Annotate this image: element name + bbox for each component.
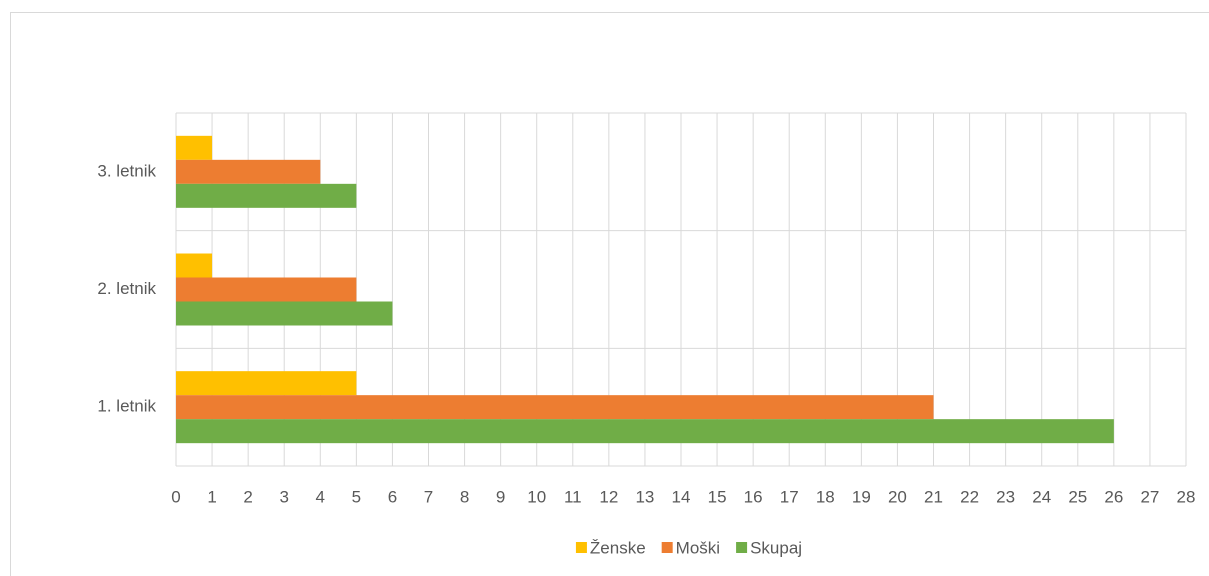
x-tick-label: 8 <box>460 487 469 506</box>
bar <box>176 277 357 302</box>
x-tick-label: 6 <box>388 487 397 506</box>
bar <box>176 371 357 396</box>
x-tick-label: 12 <box>599 487 618 506</box>
x-tick-label: 9 <box>496 487 505 506</box>
bar <box>176 395 934 420</box>
x-tick-label: 2 <box>243 487 252 506</box>
x-tick-label: 15 <box>708 487 727 506</box>
legend-swatch <box>736 542 748 553</box>
y-tick-label: 3. letnik <box>97 161 156 180</box>
x-tick-label: 1 <box>207 487 216 506</box>
y-tick-label: 1. letnik <box>97 397 156 416</box>
x-tick-label: 0 <box>171 487 180 506</box>
x-tick-label: 13 <box>635 487 654 506</box>
x-tick-label: 22 <box>960 487 979 506</box>
x-tick-label: 20 <box>888 487 907 506</box>
x-tick-label: 28 <box>1177 487 1196 506</box>
x-tick-label: 14 <box>672 487 691 506</box>
x-tick-label: 26 <box>1104 487 1123 506</box>
bar <box>176 419 1114 444</box>
bar <box>176 301 393 326</box>
bar <box>176 253 213 278</box>
x-tick-label: 24 <box>1032 487 1051 506</box>
x-tick-label: 23 <box>996 487 1015 506</box>
x-tick-label: 16 <box>744 487 763 506</box>
x-tick-label: 19 <box>852 487 871 506</box>
x-tick-label: 4 <box>316 487 325 506</box>
legend-label: Skupaj <box>750 538 802 557</box>
x-tick-label: 18 <box>816 487 835 506</box>
legend-swatch <box>575 542 587 553</box>
x-tick-label: 21 <box>924 487 943 506</box>
legend-label: Moški <box>676 538 720 557</box>
x-tick-label: 3 <box>279 487 288 506</box>
legend-label: Ženske <box>590 538 646 557</box>
legend-swatch <box>661 542 673 553</box>
x-tick-label: 5 <box>352 487 361 506</box>
bar <box>176 135 213 160</box>
x-tick-label: 10 <box>527 487 546 506</box>
y-tick-label: 2. letnik <box>97 279 156 298</box>
x-tick-label: 25 <box>1068 487 1087 506</box>
bar <box>176 183 357 208</box>
x-tick-label: 7 <box>424 487 433 506</box>
bar <box>176 159 321 184</box>
x-tick-label: 27 <box>1140 487 1159 506</box>
x-tick-label: 17 <box>780 487 799 506</box>
x-tick-label: 11 <box>564 487 582 506</box>
